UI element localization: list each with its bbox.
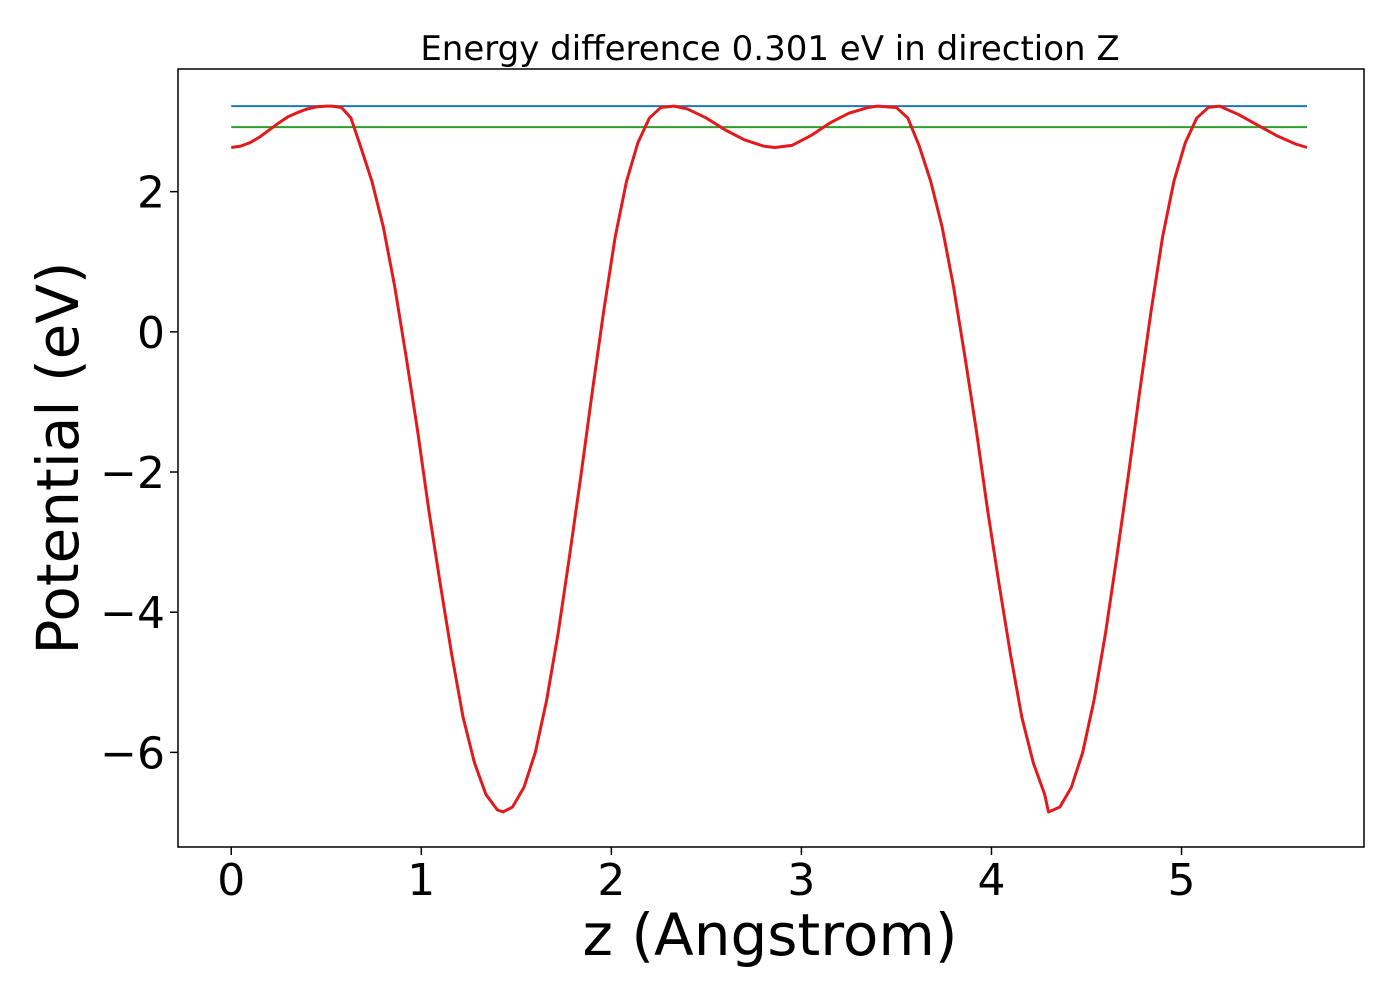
x-tick-label: 1 [407, 855, 435, 906]
y-tick-label: −6 [100, 728, 165, 779]
plot-frame [177, 68, 1365, 848]
y-tick-label: 2 [137, 168, 165, 219]
x-axis-title: z (Angstrom) [583, 901, 958, 969]
series-layer [231, 104, 1308, 814]
y-axis-title: Potential (eV) [24, 261, 92, 654]
x-tick-label: 2 [597, 855, 625, 906]
plot-area [177, 68, 1365, 848]
x-tick-label: 4 [977, 855, 1005, 906]
y-tick-label: −2 [100, 448, 165, 499]
x-tick-label: 5 [1168, 855, 1196, 906]
x-tick-label: 3 [787, 855, 815, 906]
y-tick-label: 0 [137, 308, 165, 359]
y-axis: 2 0 −2 −4 −6 [100, 168, 178, 779]
x-axis: 0 1 2 3 4 5 [217, 847, 1196, 906]
y-tick-label: −4 [100, 588, 165, 639]
chart-title: Energy difference 0.301 eV in direction … [420, 29, 1119, 69]
x-tick-label: 0 [217, 855, 245, 906]
series-line-0 [231, 104, 1308, 814]
